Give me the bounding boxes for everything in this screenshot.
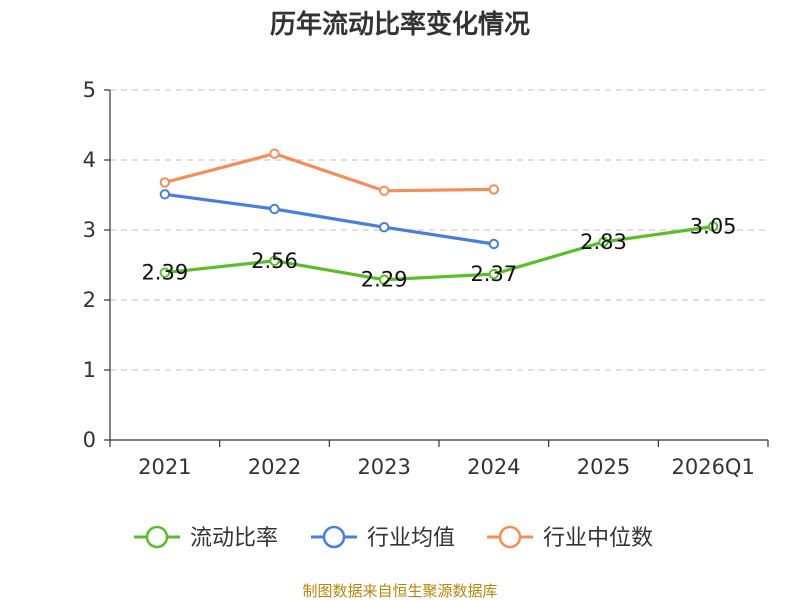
series-2-point-2021 [159, 177, 171, 188]
y-tick-label-5: 5 [83, 78, 96, 102]
y-tick-label-1: 1 [83, 358, 96, 382]
legend-marker-2 [498, 525, 522, 549]
series-1-point-2024 [488, 238, 500, 250]
data-label-2026Q1: 3.05 [690, 215, 737, 239]
data-label-2022: 2.56 [251, 249, 298, 273]
series-0-point-2025 [598, 236, 609, 248]
data-label-2021: 2.39 [141, 261, 188, 285]
chart-title: 历年流动比率变化情况 [270, 9, 530, 40]
series-line-2 [163, 152, 496, 193]
legend-label-2: 行业中位数 [543, 526, 653, 551]
y-tick-label-2: 2 [83, 288, 96, 312]
data-labels: 2.39 2.56 2.29 2.37 2.83 3.05 [141, 215, 736, 292]
legend-label-0: 流动比率 [190, 526, 278, 551]
axes: 0 1 2 3 4 5 2021 2022 2023 2024 2025 2026Q1 [83, 78, 769, 479]
data-label-2025: 2.83 [580, 230, 627, 254]
x-tick-label-2022: 2022 [248, 455, 301, 479]
y-tick-label-3: 3 [83, 218, 96, 242]
x-tick-label-2025: 2025 [577, 455, 630, 479]
x-tick-label-2023: 2023 [357, 455, 410, 479]
series-0-point-2024 [488, 268, 500, 280]
legend-marker-0 [145, 525, 169, 549]
legend: 流动比率 行业均值 行业中位数 [134, 525, 653, 551]
legend-marker-1 [322, 525, 346, 549]
series-0-point-2021 [159, 267, 171, 278]
data-label-2024: 2.37 [470, 262, 517, 286]
y-tick-label-4: 4 [83, 148, 96, 172]
series-0-point-2023 [378, 274, 390, 285]
series-0-point-2022 [269, 255, 280, 266]
series-line-0 [163, 224, 715, 282]
x-tick-label-2021: 2021 [138, 455, 191, 479]
series-2-point-2023 [378, 185, 390, 197]
legend-label-1: 行业均值 [367, 526, 455, 551]
x-tick-label-2024: 2024 [467, 455, 520, 479]
series-1-point-2022 [269, 203, 280, 215]
series-2-point-2022 [269, 148, 280, 159]
x-tick-label-2026Q1: 2026Q1 [671, 455, 754, 479]
grid-lines [110, 89, 768, 371]
y-tick-label-0: 0 [83, 428, 96, 452]
series-2-point-2024 [488, 184, 500, 195]
series-1-point-2021 [159, 189, 171, 200]
data-label-2023: 2.29 [361, 268, 408, 292]
series-0-point-2026Q1 [707, 221, 719, 232]
series-line-1 [163, 192, 496, 246]
series-1-point-2023 [378, 222, 390, 233]
source-note: 制图数据来自恒生聚源数据库 [302, 582, 497, 600]
series-layer [159, 148, 719, 285]
